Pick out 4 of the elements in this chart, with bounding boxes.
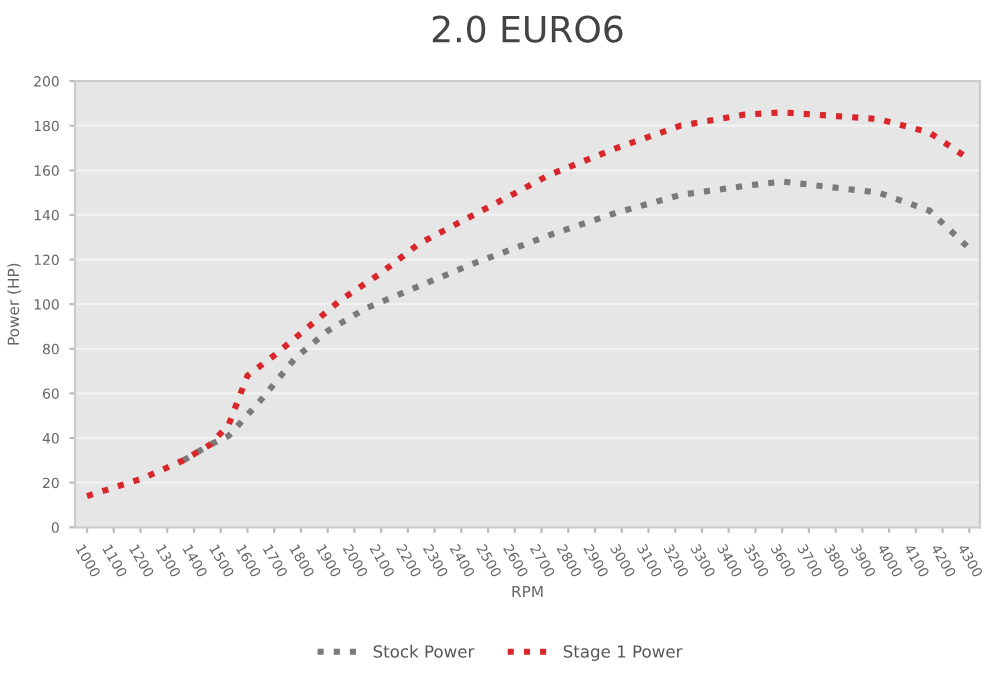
legend-label: Stage 1 Power <box>563 645 683 661</box>
line-series <box>180 178 973 464</box>
legend-label: Stock Power <box>373 644 475 658</box>
chart-title: 2.0 EURO6 <box>432 15 623 43</box>
